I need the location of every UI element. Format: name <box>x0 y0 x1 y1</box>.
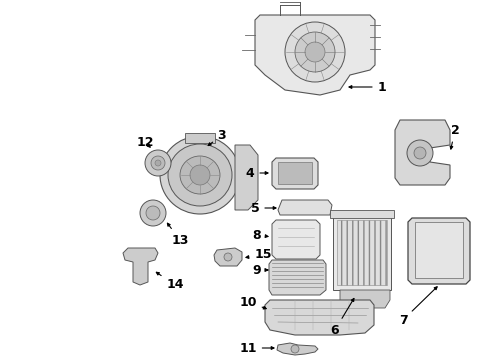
Circle shape <box>224 253 231 261</box>
Bar <box>336 220 386 285</box>
Circle shape <box>406 140 432 166</box>
Bar <box>332 215 390 290</box>
Polygon shape <box>214 248 242 266</box>
Ellipse shape <box>160 136 240 214</box>
Polygon shape <box>271 220 319 259</box>
Circle shape <box>140 200 165 226</box>
Circle shape <box>290 345 298 353</box>
Polygon shape <box>123 248 158 285</box>
Text: 1: 1 <box>348 81 386 94</box>
Polygon shape <box>264 300 373 335</box>
Polygon shape <box>254 15 374 95</box>
Polygon shape <box>276 343 317 355</box>
Polygon shape <box>407 218 469 284</box>
Bar <box>278 162 311 184</box>
Polygon shape <box>271 158 317 189</box>
Circle shape <box>285 22 345 82</box>
Circle shape <box>413 147 425 159</box>
Polygon shape <box>268 260 325 295</box>
Circle shape <box>145 150 171 176</box>
Text: 11: 11 <box>239 342 273 355</box>
Ellipse shape <box>180 156 220 194</box>
Text: 8: 8 <box>252 229 267 242</box>
Circle shape <box>151 156 164 170</box>
Circle shape <box>305 42 325 62</box>
Text: 5: 5 <box>250 202 275 215</box>
Text: 2: 2 <box>449 123 458 149</box>
Text: 13: 13 <box>167 223 188 247</box>
Text: 12: 12 <box>136 135 153 149</box>
Circle shape <box>294 32 334 72</box>
Text: 7: 7 <box>398 287 436 327</box>
Text: 10: 10 <box>239 296 265 309</box>
Circle shape <box>190 165 209 185</box>
Bar <box>329 210 393 218</box>
Circle shape <box>146 206 160 220</box>
Text: 3: 3 <box>208 129 226 145</box>
Polygon shape <box>394 120 449 185</box>
Bar <box>184 133 215 143</box>
Bar <box>414 222 462 278</box>
Polygon shape <box>235 145 258 210</box>
Text: 15: 15 <box>245 248 271 261</box>
Text: 14: 14 <box>156 272 183 292</box>
Polygon shape <box>339 290 389 308</box>
Polygon shape <box>278 200 331 215</box>
Text: 4: 4 <box>245 166 267 180</box>
Circle shape <box>155 160 161 166</box>
Ellipse shape <box>168 144 231 206</box>
Text: 9: 9 <box>252 264 267 276</box>
Text: 6: 6 <box>330 298 353 337</box>
